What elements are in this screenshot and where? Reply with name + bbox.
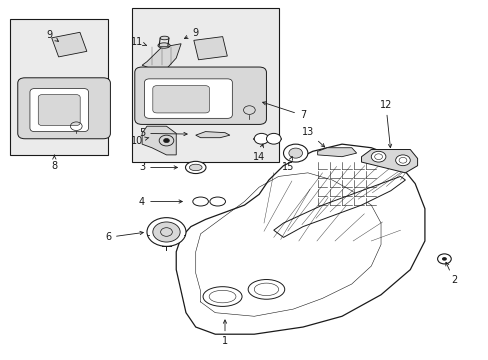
Polygon shape: [142, 44, 181, 69]
Polygon shape: [317, 148, 356, 157]
Circle shape: [266, 134, 281, 144]
Ellipse shape: [185, 161, 205, 174]
Bar: [193, 37, 227, 60]
Text: 4: 4: [139, 197, 182, 207]
FancyBboxPatch shape: [135, 67, 266, 125]
Text: 9: 9: [46, 30, 59, 41]
FancyBboxPatch shape: [153, 86, 209, 113]
Circle shape: [395, 155, 409, 166]
Text: 14: 14: [252, 144, 264, 162]
Ellipse shape: [209, 197, 225, 206]
Text: 9: 9: [184, 28, 199, 39]
Circle shape: [288, 148, 302, 158]
Bar: [10, 19, 108, 155]
FancyBboxPatch shape: [18, 78, 110, 139]
Ellipse shape: [158, 43, 170, 48]
Polygon shape: [361, 149, 417, 173]
Polygon shape: [142, 126, 176, 155]
Text: 3: 3: [139, 162, 177, 172]
Circle shape: [153, 222, 180, 242]
Circle shape: [441, 257, 446, 261]
Text: 8: 8: [51, 155, 57, 171]
Polygon shape: [273, 176, 405, 237]
Polygon shape: [195, 132, 229, 138]
Circle shape: [163, 138, 169, 143]
Circle shape: [147, 218, 185, 246]
Circle shape: [254, 134, 268, 144]
Circle shape: [283, 144, 307, 162]
Ellipse shape: [160, 36, 168, 40]
Text: 7: 7: [262, 102, 305, 121]
Text: 15: 15: [282, 157, 294, 172]
Text: 5: 5: [139, 129, 187, 138]
Text: 12: 12: [379, 100, 391, 148]
FancyBboxPatch shape: [144, 79, 232, 118]
Text: 10: 10: [131, 136, 148, 145]
Bar: [132, 8, 278, 162]
Bar: [52, 32, 87, 57]
Text: 11: 11: [131, 37, 146, 47]
Ellipse shape: [203, 287, 242, 306]
Circle shape: [370, 151, 385, 162]
Ellipse shape: [247, 279, 284, 299]
Polygon shape: [176, 144, 424, 334]
Text: 1: 1: [222, 320, 227, 346]
Ellipse shape: [189, 164, 202, 171]
FancyBboxPatch shape: [30, 89, 88, 132]
Text: 6: 6: [105, 231, 143, 242]
Text: 2: 2: [445, 262, 456, 285]
Ellipse shape: [192, 197, 208, 206]
FancyBboxPatch shape: [38, 95, 80, 126]
Text: 13: 13: [301, 127, 324, 147]
